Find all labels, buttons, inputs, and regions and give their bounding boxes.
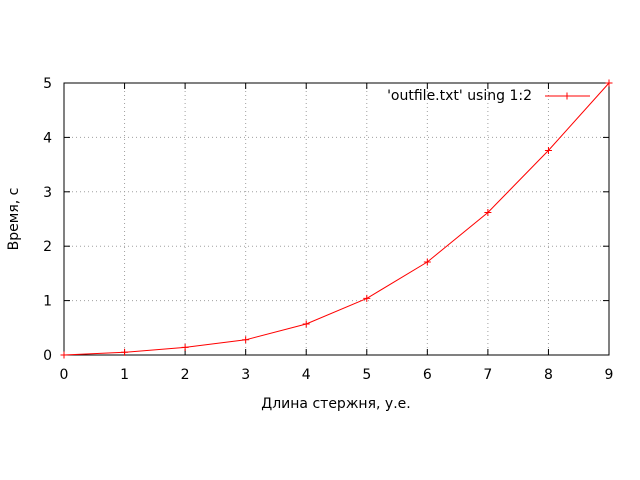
x-tick-label: 0	[60, 367, 69, 383]
y-tick-label: 5	[43, 76, 52, 92]
x-tick-label: 4	[302, 367, 311, 383]
x-tick-label: 7	[483, 367, 492, 383]
plot-frame	[63, 82, 610, 356]
y-tick-label: 3	[43, 185, 52, 201]
x-tick-label: 3	[241, 367, 250, 383]
axis-ticks	[63, 82, 610, 356]
data-point-marker	[605, 79, 613, 87]
x-tick-label: 6	[423, 367, 432, 383]
y-tick-label: 2	[43, 239, 52, 255]
y-tick-label: 1	[43, 294, 52, 310]
x-tick-label: 2	[181, 367, 190, 383]
data-point-marker	[181, 343, 189, 351]
data-point-marker	[60, 351, 68, 359]
y-tick-label: 4	[43, 130, 52, 146]
x-tick-label: 9	[605, 367, 614, 383]
legend: 'outfile.txt' using 1:2	[387, 88, 590, 104]
x-tick-label: 5	[362, 367, 371, 383]
y-tick-label: 0	[43, 348, 52, 364]
x-tick-labels: 0 1 2 3 4 5 6 7 8 9	[60, 367, 614, 383]
data-point-marker	[484, 208, 492, 216]
x-tick-label: 8	[544, 367, 553, 383]
legend-marker-plus	[563, 92, 571, 100]
series-line	[63, 82, 610, 356]
x-tick-label: 1	[120, 367, 129, 383]
data-point-marker	[544, 146, 552, 154]
grid-lines	[64, 83, 609, 355]
x-axis-label: Длина стержня, у.е.	[261, 396, 410, 412]
data-point-marker	[302, 320, 310, 328]
data-point-marker	[242, 336, 250, 344]
legend-label: 'outfile.txt' using 1:2	[387, 88, 532, 104]
data-point-marker	[363, 294, 371, 302]
y-axis-label: Время, с	[6, 188, 22, 251]
y-tick-labels: 0 1 2 3 4 5	[43, 76, 52, 364]
series-group	[60, 79, 613, 359]
data-point-marker	[121, 348, 129, 356]
data-point-marker	[423, 258, 431, 266]
